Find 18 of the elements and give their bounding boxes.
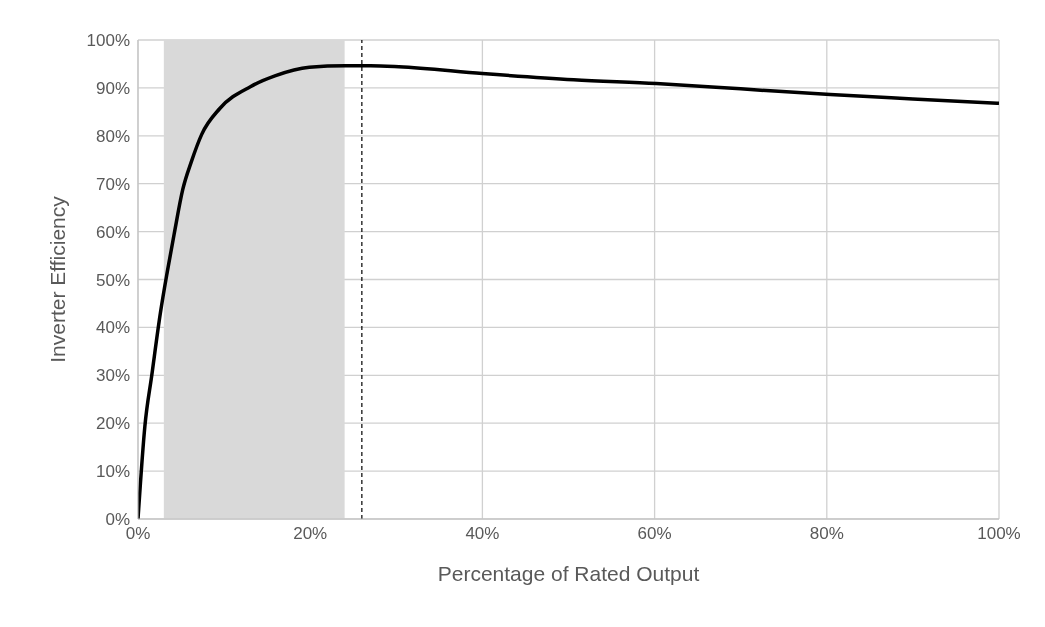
x-axis-title: Percentage of Rated Output: [437, 562, 700, 585]
y-tick-label: 50%: [95, 270, 130, 290]
x-tick-label: 60%: [637, 524, 672, 544]
y-tick-label: 40%: [95, 318, 130, 338]
x-tick-label: 0%: [125, 524, 151, 544]
y-tick-label: 60%: [95, 222, 130, 242]
y-tick-label: 90%: [95, 78, 130, 98]
y-tick-label: 10%: [95, 462, 130, 482]
y-axis-title: Inverter Efficiency: [46, 195, 70, 363]
x-tick-label: 20%: [293, 524, 328, 544]
y-tick-label: 30%: [95, 366, 130, 386]
x-tick-label: 40%: [465, 524, 500, 544]
y-tick-label: 100%: [86, 31, 130, 51]
y-tick-label: 80%: [95, 126, 130, 146]
y-tick-label: 70%: [95, 174, 130, 194]
y-tick-label: 20%: [95, 414, 130, 434]
x-tick-label: 100%: [977, 524, 1021, 544]
x-tick-label: 80%: [809, 524, 844, 544]
